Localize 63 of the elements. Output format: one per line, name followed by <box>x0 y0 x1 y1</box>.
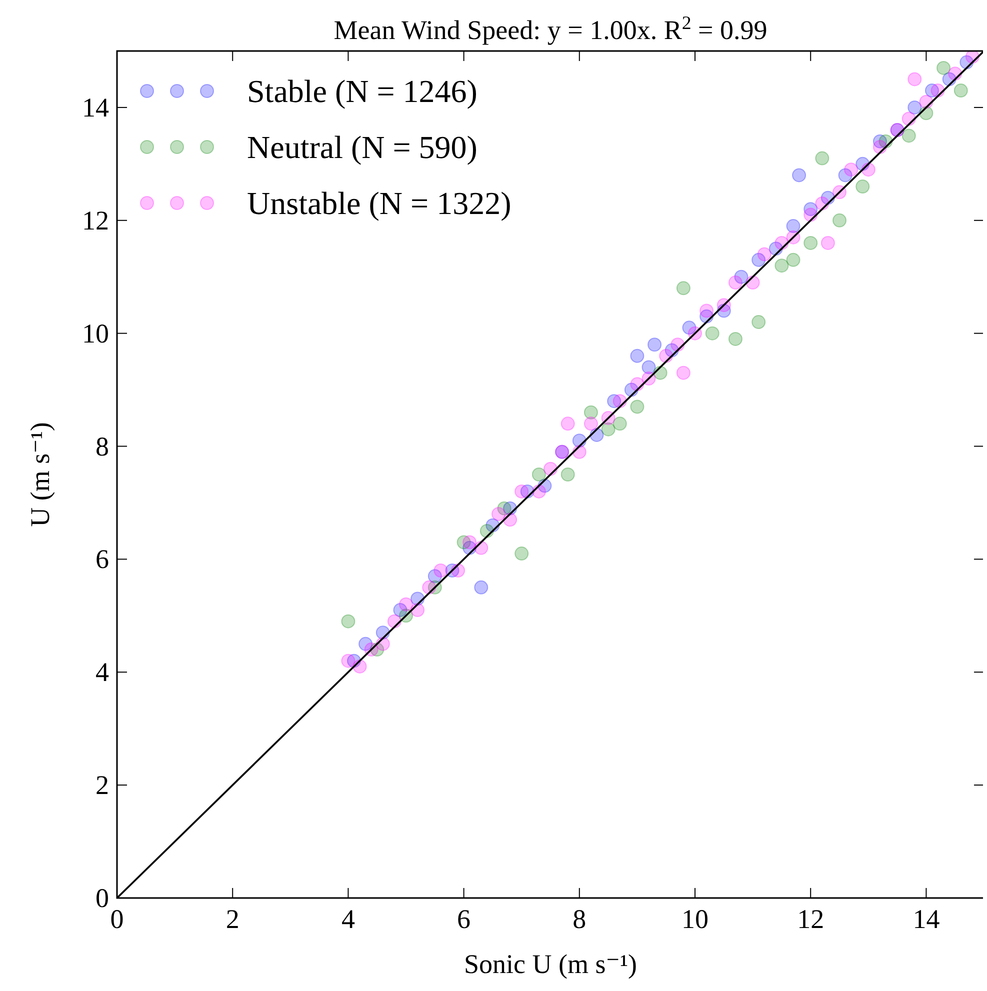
point <box>630 348 644 363</box>
point <box>434 563 448 578</box>
point <box>786 252 800 267</box>
y-tick-label: 4 <box>96 657 110 688</box>
y-tick-label: 8 <box>96 431 109 462</box>
point <box>936 60 951 75</box>
y-tick-label: 2 <box>96 770 109 800</box>
legend-label: Unstable (N = 1322) <box>247 185 512 221</box>
point <box>700 304 714 318</box>
point <box>902 128 916 143</box>
point <box>676 366 690 380</box>
point <box>705 326 720 340</box>
point <box>399 597 413 612</box>
y-tick-label: 12 <box>82 205 109 236</box>
point <box>514 484 529 498</box>
point <box>560 416 575 431</box>
y-tick-label: 0 <box>96 883 109 913</box>
point <box>844 162 858 177</box>
point <box>954 84 968 98</box>
x-tick-label: 4 <box>341 904 356 934</box>
x-tick-label: 2 <box>226 904 240 934</box>
point <box>584 405 598 420</box>
legend-label: Neutral (N = 590) <box>247 129 478 165</box>
y-tick-label: 6 <box>96 544 109 574</box>
point <box>560 468 575 482</box>
point <box>728 276 742 290</box>
point <box>462 535 477 550</box>
point <box>820 236 835 250</box>
point <box>532 468 546 482</box>
point <box>341 614 356 628</box>
chart-title: Mean Wind Speed: y = 1.00x. R$^{2}$ = 0.99 <box>334 12 768 45</box>
point <box>856 180 870 194</box>
y-tick-label: 14 <box>82 92 110 122</box>
point <box>815 151 830 166</box>
point <box>774 258 789 273</box>
x-tick-label: 6 <box>457 904 471 934</box>
point <box>757 247 772 262</box>
point <box>786 219 800 234</box>
point <box>728 332 742 346</box>
x-tick-label: 10 <box>682 904 708 934</box>
point <box>491 507 506 522</box>
point <box>804 236 818 250</box>
point <box>630 400 644 414</box>
y-axis-title: U (m s⁻¹) <box>25 422 55 527</box>
point <box>792 168 806 182</box>
point <box>601 422 616 436</box>
point <box>584 416 598 431</box>
point <box>474 580 488 594</box>
point <box>908 72 922 86</box>
point <box>648 338 662 352</box>
point <box>832 213 846 228</box>
y-tick-label: 10 <box>82 318 109 348</box>
x-tick-label: 12 <box>797 904 824 934</box>
point <box>341 654 356 668</box>
x-axis-title: Sonic U (m s⁻¹) <box>464 949 638 979</box>
point <box>752 315 766 330</box>
x-tick-label: 14 <box>912 904 940 934</box>
legend-label: Stable (N = 1246) <box>247 73 478 109</box>
point <box>908 100 922 114</box>
point <box>514 546 529 561</box>
x-tick-label: 8 <box>572 904 586 934</box>
point <box>612 416 627 431</box>
point <box>676 281 690 296</box>
